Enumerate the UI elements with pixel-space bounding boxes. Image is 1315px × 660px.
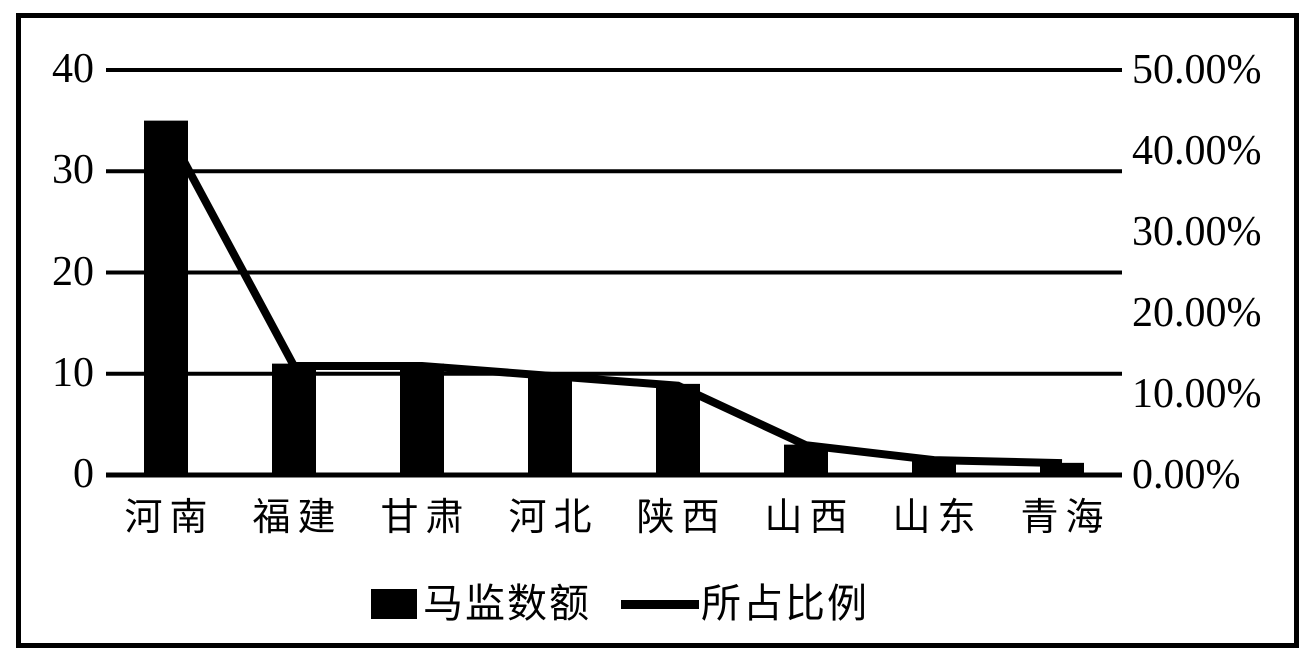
bar-fujian	[272, 363, 316, 475]
bar-qinghai	[1040, 462, 1084, 475]
right-axis-tick-label: 40.00%	[1132, 128, 1262, 174]
x-axis-category-label-gansu: 甘肃	[380, 497, 471, 539]
bar-shanxi	[784, 444, 828, 475]
left-axis-tick-label: 10	[52, 349, 94, 396]
line-series-swatch-icon	[621, 599, 699, 609]
x-axis-category-label-hebei: 河北	[508, 497, 599, 539]
bar-shandong	[912, 459, 956, 475]
legend-bar-label: 马监数额	[423, 581, 591, 626]
right-axis-tick-label: 30.00%	[1132, 209, 1262, 255]
left-axis-tick-label: 0	[73, 451, 94, 498]
legend-line-label: 所占比例	[701, 581, 869, 626]
left-axis-tick-label: 40	[52, 46, 94, 93]
bar-hebei	[528, 373, 572, 475]
chart-frame	[16, 13, 1299, 648]
x-axis-category-label-shanxi: 山西	[764, 497, 855, 539]
left-axis-tick-label: 30	[52, 147, 94, 194]
right-axis-tick-label: 20.00%	[1132, 290, 1262, 336]
bar-gansu	[400, 363, 444, 475]
x-axis-category-label-qinghai: 青海	[1020, 497, 1111, 539]
x-axis-category-label-fujian: 福建	[252, 497, 343, 539]
right-axis-tick-label: 0.00%	[1132, 452, 1241, 498]
bar-series-swatch-icon	[371, 589, 417, 619]
left-axis-tick-label: 20	[52, 248, 94, 295]
right-axis-tick-label: 50.00%	[1132, 47, 1262, 93]
legend: 马监数额 所占比例	[371, 583, 869, 625]
right-axis-tick-label: 10.00%	[1132, 371, 1262, 417]
x-axis-category-label-henan: 河南	[124, 497, 215, 539]
x-axis-category-label-shandong: 山东	[892, 497, 983, 539]
bar-shaanxi	[656, 383, 700, 475]
bar-henan	[144, 120, 188, 475]
x-axis-category-label-shaanxi: 陕西	[636, 497, 727, 539]
